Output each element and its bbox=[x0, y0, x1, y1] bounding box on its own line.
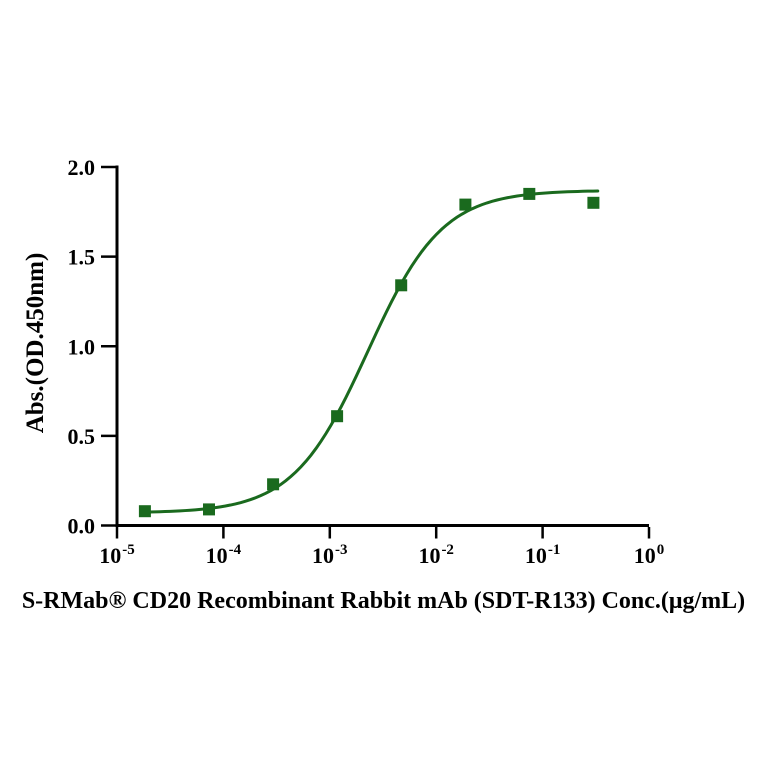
dose-response-fit-curve bbox=[143, 189, 600, 514]
data-point-marker bbox=[523, 187, 536, 200]
x-tick-label: 10-2 bbox=[418, 542, 454, 568]
data-point-marker bbox=[459, 198, 472, 211]
axes-layer: 0.0 0.5 1.0 1.5 2.0 10-5 10-4 10-3 10-2 10-1 100 bbox=[68, 155, 665, 568]
x-tick-label: 100 bbox=[634, 542, 665, 568]
y-tick-label: 1.0 bbox=[68, 334, 96, 359]
y-tick-label: 0.5 bbox=[68, 424, 96, 449]
y-tick-label: 1.5 bbox=[68, 245, 96, 270]
y-tick-label: 2.0 bbox=[68, 155, 96, 180]
data-point-marker bbox=[267, 478, 280, 491]
x-tick-label: 10-5 bbox=[99, 542, 135, 568]
data-point-marker bbox=[138, 505, 151, 518]
data-point-marker bbox=[203, 503, 215, 516]
x-tick-label: 10-1 bbox=[525, 542, 561, 568]
data-point-marker bbox=[395, 279, 408, 292]
data-point-marker bbox=[331, 410, 344, 423]
data-points-layer bbox=[138, 187, 600, 518]
y-axis-label: Abs.(OD.450nm) bbox=[22, 253, 49, 434]
data-point-marker bbox=[587, 196, 600, 209]
y-tick-label: 0.0 bbox=[68, 514, 96, 539]
x-axis-label: S-RMab® CD20 Recombinant Rabbit mAb (SDT… bbox=[21, 588, 746, 614]
x-tick-label: 10-3 bbox=[312, 542, 348, 568]
x-tick-label: 10-4 bbox=[206, 542, 242, 568]
fit-curve-layer bbox=[143, 189, 600, 514]
